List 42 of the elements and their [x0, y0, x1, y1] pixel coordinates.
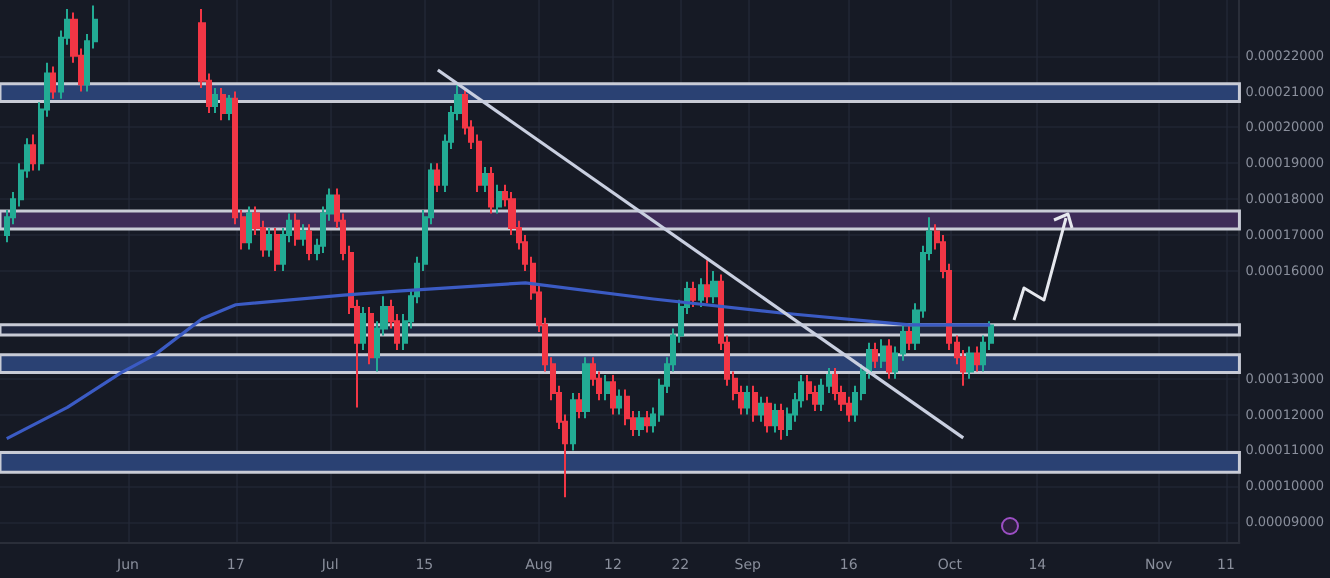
candlestick	[496, 183, 502, 215]
candlestick	[966, 345, 974, 380]
candlestick	[764, 395, 772, 434]
candlestick	[872, 341, 878, 369]
candlestick	[604, 374, 610, 402]
candlestick	[434, 162, 440, 194]
candlestick	[636, 409, 644, 438]
candlestick	[300, 223, 306, 247]
candlestick	[698, 277, 704, 308]
candlestick	[306, 223, 312, 262]
candlestick	[778, 402, 784, 441]
candlestick	[294, 212, 300, 247]
candlestick	[616, 388, 622, 416]
candlestick	[752, 384, 758, 423]
candlestick	[644, 409, 650, 434]
candlestick	[906, 323, 912, 351]
candlestick	[974, 345, 980, 373]
candlestick	[226, 94, 232, 122]
candlestick	[710, 270, 718, 305]
candlestick	[758, 395, 764, 423]
candlestick	[772, 402, 778, 434]
line-series	[5, 281, 992, 441]
candlestick	[50, 65, 56, 100]
candlestick	[274, 226, 280, 272]
candlestick	[30, 133, 36, 172]
candlestick	[246, 205, 252, 251]
candlestick	[582, 356, 590, 420]
candlestick	[266, 226, 272, 258]
candlestick	[610, 374, 616, 416]
candlestick	[488, 165, 494, 215]
candlestick	[212, 86, 218, 115]
candlestick	[744, 384, 750, 416]
candlestick	[576, 392, 582, 420]
candlestick	[220, 86, 226, 122]
candlestick	[570, 392, 576, 452]
candlestick	[368, 305, 374, 366]
candlestick	[482, 165, 488, 194]
candlestick	[886, 338, 892, 380]
candlestick	[880, 338, 886, 369]
candlestick	[690, 280, 696, 308]
candlestick	[360, 305, 366, 351]
candlestick	[704, 259, 710, 305]
